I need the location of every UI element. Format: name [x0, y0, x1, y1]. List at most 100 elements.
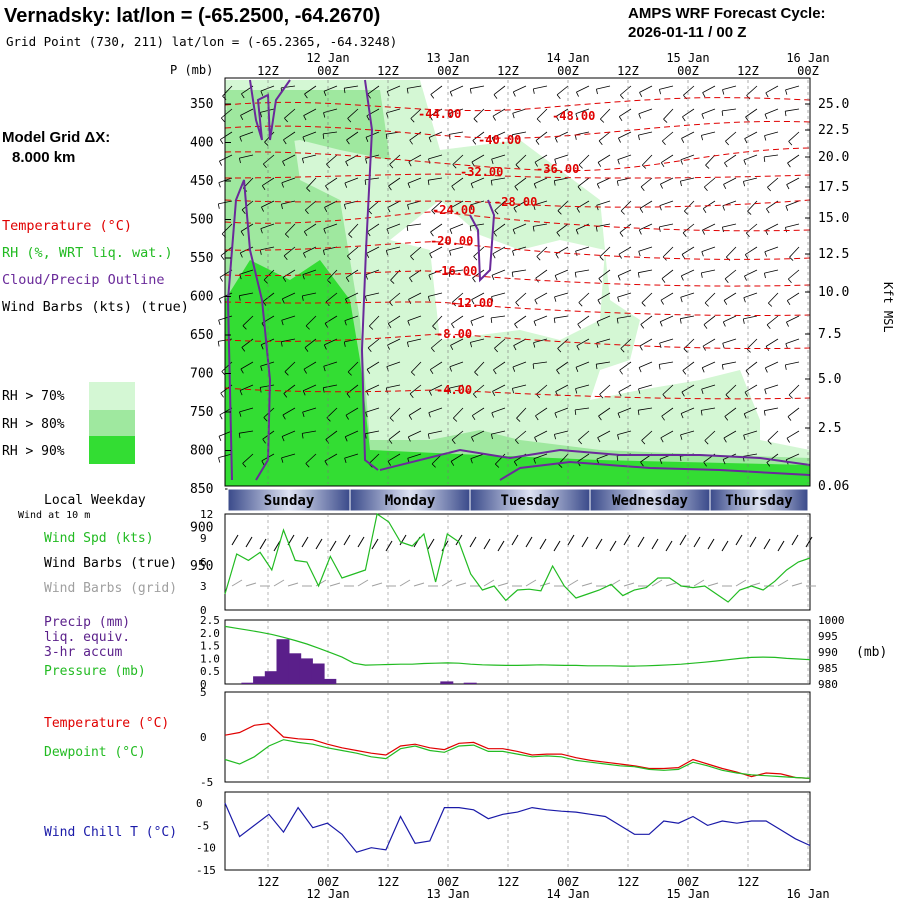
wind-barb [347, 361, 359, 373]
wind-barb [617, 315, 632, 319]
wind-barb-feather [619, 94, 624, 100]
wind-barb-feather [345, 161, 349, 167]
wind-barb-feather [513, 461, 518, 467]
wind-barb [535, 269, 548, 279]
wind-barb-feather [700, 410, 703, 416]
wind-barb-feather [217, 341, 220, 347]
wind-barb [787, 292, 800, 301]
wind-barb [388, 177, 401, 187]
wind-barb [514, 177, 527, 187]
true-wind-barb [511, 534, 519, 546]
wind-barb [431, 200, 443, 211]
wind-barb-feather [281, 298, 285, 304]
wind-barb [449, 246, 464, 251]
wind-barb-feather [767, 186, 772, 192]
wind-barb-feather [680, 413, 684, 419]
wind-barb [600, 108, 611, 120]
wind-barb [789, 246, 800, 258]
wind-barb [533, 223, 548, 227]
precip-bar [440, 681, 454, 684]
true-wind-barb [749, 536, 757, 548]
wind-barb-feather [429, 369, 434, 375]
wind-barb-feather [218, 436, 222, 442]
cloud-outline-3 [360, 79, 379, 471]
wind-barb-feather [448, 271, 451, 277]
wind-barb [620, 85, 632, 96]
wind-barb-feather [598, 140, 603, 145]
wind-barb-feather [324, 207, 328, 212]
wind-barb [743, 430, 758, 436]
wind-barb-feather [723, 437, 727, 443]
grid-wind-barb [693, 579, 705, 587]
wind-barb-feather [785, 343, 788, 349]
precip-ytick: 2.5 [200, 614, 220, 627]
wind-barb [367, 85, 380, 95]
wind-barb-feather [323, 366, 326, 372]
wind-barb-feather [410, 255, 415, 261]
wind-barb-feather [680, 159, 683, 165]
precip-ytick: 1.5 [200, 640, 220, 653]
wind-barb [534, 292, 548, 301]
time-gridlines [267, 80, 809, 484]
true-wind-barb [371, 538, 379, 550]
weekday-bar: Sunday Monday Tuesday Wednesday Thursday [227, 488, 809, 512]
grid-wind-barb [497, 582, 509, 587]
wind-barb-feather [641, 302, 646, 307]
wind-barb-feather [722, 89, 725, 95]
wind-barb-feather [620, 210, 625, 215]
wind-barb [365, 292, 380, 297]
wind-barb-feather [619, 232, 624, 237]
wind-barb-feather [302, 411, 305, 418]
wind-barb-feather [449, 250, 452, 256]
top-time-label: 00Z [437, 64, 459, 78]
wind-barb [302, 407, 317, 413]
wind-barb-feather [386, 250, 388, 256]
wind-barb [599, 384, 611, 395]
wind-barb-feather [302, 390, 306, 396]
temperature-contour-label: -28.00 [494, 195, 537, 209]
wind-barb-feather [491, 296, 494, 302]
wind-barbs-true-label: Wind Barbs (true) [44, 556, 177, 571]
wind-barb-feather [407, 320, 410, 326]
wind-barb-feather [322, 133, 325, 139]
wind-barb [428, 177, 443, 181]
wind-barb [764, 154, 779, 158]
wind-barb-feather [575, 113, 578, 119]
wind-barb-feather [344, 204, 346, 210]
top-date-label: 13 Jan [426, 51, 469, 65]
wind-barb-feather [746, 95, 751, 100]
wind-barb-feather [596, 89, 598, 95]
pressure-ytick: 985 [818, 662, 838, 675]
wind-barb [220, 246, 233, 256]
wind-barb-feather [452, 301, 457, 307]
wind-barb [575, 246, 590, 252]
wind-barb-feather [619, 369, 623, 375]
temperature-contour-label: -8.00 [436, 327, 472, 341]
pressure-label: Pressure (mb) [44, 664, 146, 679]
wind-barb [597, 430, 611, 438]
wind-barb-feather [512, 388, 514, 394]
wind-barb-feather [705, 164, 710, 169]
wind-barb [239, 269, 254, 275]
wind-barb-feather [765, 92, 769, 98]
wind-barb-feather [365, 412, 368, 418]
wind-barb-feather [263, 279, 268, 284]
wind-barb-feather [389, 417, 394, 422]
wind-barb [242, 453, 254, 464]
wind-barb-feather [218, 319, 221, 326]
wind-barb-feather [324, 323, 329, 328]
wind-barb-feather [323, 91, 327, 97]
wind-barb [785, 223, 800, 228]
wind-barb [386, 108, 401, 114]
wind-chill-line [224, 802, 811, 853]
temperature-contour-label: -12.00 [450, 296, 493, 310]
wind-barb [660, 430, 674, 439]
wind-barb-feather [407, 183, 411, 189]
wind-barb [492, 246, 506, 255]
height-tick-label: 15.0 [818, 211, 849, 226]
wind-barb [260, 223, 275, 229]
isotherm-32 [224, 173, 811, 179]
wind-barb-feather [281, 182, 284, 188]
wind-barb [432, 315, 443, 327]
temperature-contour-label: -32.00 [460, 165, 503, 179]
